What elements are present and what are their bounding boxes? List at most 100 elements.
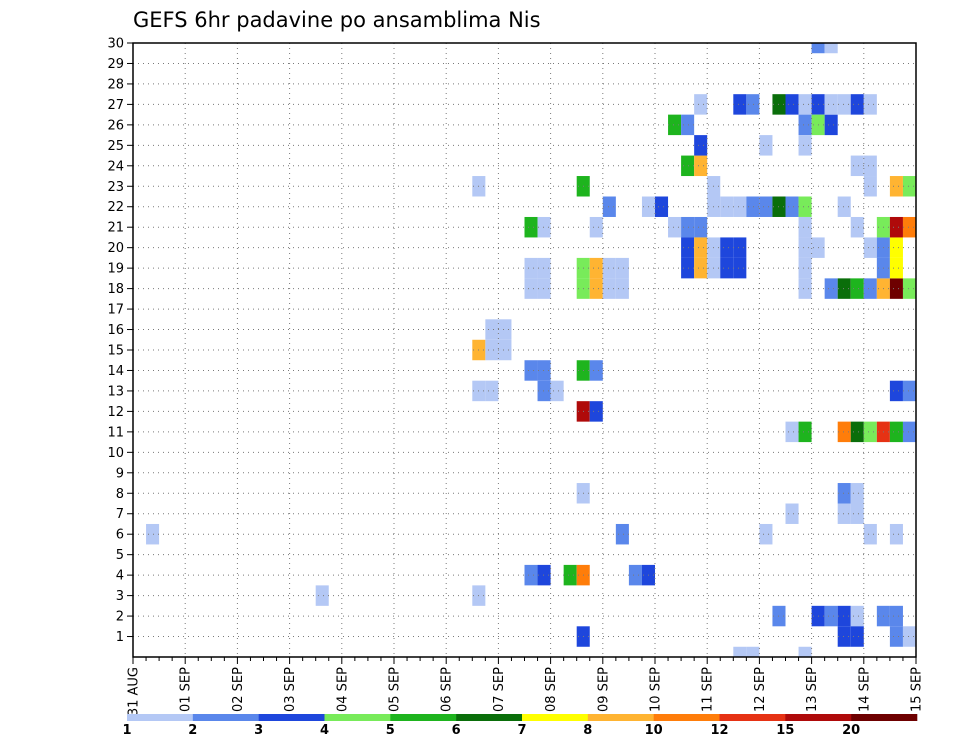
heatmap-cell [589,216,603,238]
heatmap-cells [146,43,916,657]
y-tick-label: 9 [116,466,124,481]
legend-label: 15 [776,723,794,738]
x-tick-label: 12 SEP [753,667,768,712]
heatmap-cell [850,503,864,524]
heatmap-cell [798,196,812,217]
heatmap-cell [863,176,877,197]
heatmap-cell [798,114,812,136]
heatmap-cell [720,257,734,279]
y-tick-label: 17 [107,303,124,318]
heatmap-cell [485,339,499,361]
x-tick-label: 04 SEP [335,667,350,712]
heatmap-cell [668,114,682,136]
legend-swatch [719,714,786,721]
legend-label: 2 [188,723,197,738]
heatmap-cell [889,176,903,197]
legend-label: 4 [320,723,329,738]
heatmap-cell [889,605,903,627]
heatmap-cell [785,196,799,217]
x-tick-label: 06 SEP [440,667,455,712]
heatmap-cell [524,278,538,299]
y-tick-label: 11 [107,425,124,440]
x-tick-label: 31 AUG [127,667,142,716]
y-tick-label: 8 [116,487,124,502]
heatmap-cell [798,278,812,299]
heatmap-cell [694,155,708,177]
heatmap-cell [902,278,916,299]
y-tick-label: 21 [107,221,124,236]
heatmap-cell [850,421,864,443]
heatmap-cell [720,237,734,258]
x-tick-label: 14 SEP [857,667,872,712]
heatmap-cell [837,626,851,647]
heatmap-cell [485,380,499,402]
x-tick-label: 08 SEP [544,667,559,712]
heatmap-cell [889,626,903,647]
heatmap-cell [902,421,916,443]
heatmap-cell [837,483,851,504]
heatmap-cell [902,216,916,238]
heatmap-cell [537,360,551,381]
y-tick-label: 19 [107,262,124,277]
heatmap-cell [537,278,551,299]
heatmap-cell [798,216,812,238]
heatmap-cell [615,278,629,299]
legend-label: 10 [645,723,663,738]
heatmap-cell [694,237,708,258]
heatmap-cell [602,196,616,217]
y-tick-label: 18 [107,282,124,297]
y-tick-label: 2 [116,610,124,625]
x-tick-label: 13 SEP [805,667,820,712]
y-tick-label: 30 [107,37,124,52]
chart-title: GEFS 6hr padavine po ansamblima Nis [133,8,541,32]
heatmap-cell [863,278,877,299]
heatmap-cell [889,278,903,299]
x-tick-label: 07 SEP [492,667,507,712]
heatmap-cell [837,503,851,524]
y-tick-label: 14 [107,364,124,379]
heatmap-cell [485,319,499,340]
y-tick-label: 6 [116,528,124,543]
heatmap-cell [733,646,747,657]
heatmap-cell [524,216,538,238]
heatmap-cell [889,523,903,545]
legend-label: 6 [452,723,461,738]
heatmap-cell [720,196,734,217]
legend-swatch [587,714,654,721]
heatmap-cell [863,421,877,443]
legend-label: 7 [517,723,526,738]
legend-swatch [785,714,852,721]
heatmap-cell [811,43,825,54]
heatmap-cell [863,523,877,545]
heatmap-cell [837,278,851,299]
color-legend: 1 2 3 4 5 6 7 8 10 12 15 20 [122,714,918,738]
heatmap-cell [550,380,564,402]
legend-label: 1 [122,723,131,738]
heatmap-cell [850,483,864,504]
heatmap-cell [837,421,851,443]
heatmap-cell [602,257,616,279]
heatmap-cell [824,43,838,54]
heatmap-cell [681,155,695,177]
heatmap-cell [759,135,773,156]
heatmap-cell [902,380,916,402]
heatmap-cell [146,523,160,545]
heatmap-cell [589,401,603,422]
heatmap-cell [524,360,538,381]
x-tick-label: 10 SEP [649,667,664,712]
heatmap-cell [889,257,903,279]
legend-swatch [851,714,918,721]
heatmap-cell [524,564,538,586]
heatmap-cell [902,626,916,647]
heatmap-cell [589,257,603,279]
heatmap-cell [798,257,812,279]
heatmap-cell [498,339,512,361]
legend-swatch [127,714,194,721]
y-axis-ticks: 1234567891011121314151617181920212223242… [107,37,133,645]
heatmap-cell [694,257,708,279]
heatmap-cell [785,503,799,524]
heatmap-cell [694,135,708,156]
x-tick-label: 05 SEP [388,667,403,712]
heatmap-cell [798,94,812,115]
heatmap-cell [589,360,603,381]
